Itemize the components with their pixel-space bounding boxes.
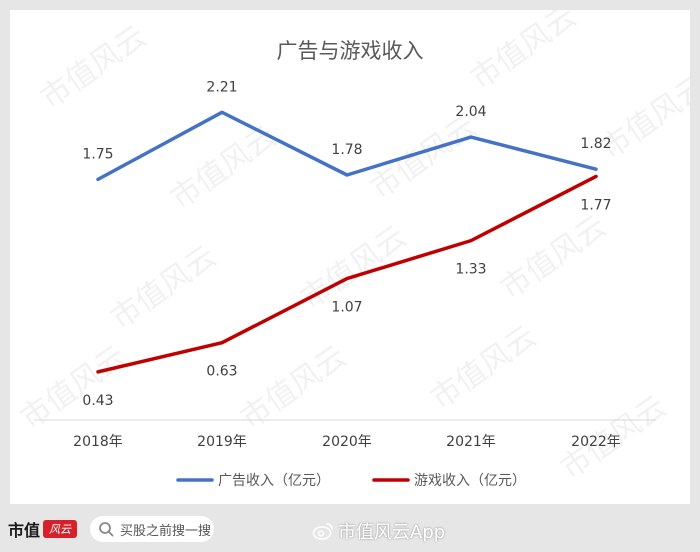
watermark-text: 市值风云 — [35, 19, 153, 116]
data-label: 1.77 — [580, 197, 611, 213]
series-layer: 1.75 2.21 1.78 2.04 1.82 0.43 0.63 1.07 1.33 1.77 — [82, 79, 611, 409]
brand-logo[interactable]: 市值 风云 — [8, 518, 78, 540]
watermark-text: 市值风云 — [495, 209, 613, 306]
x-tick-label: 2020年 — [322, 434, 372, 450]
legend: 广告收入（亿元） 游戏收入（亿元） — [176, 473, 526, 489]
watermark-text: 市值风云 — [15, 339, 133, 436]
legend-label: 广告收入（亿元） — [218, 473, 330, 489]
watermark-text: 市值风云 — [465, 10, 583, 97]
data-label: 2.21 — [206, 79, 237, 95]
data-label: 1.82 — [580, 136, 611, 152]
x-tick-label: 2022年 — [571, 434, 621, 450]
x-tick-label: 2018年 — [73, 434, 123, 450]
series-line-ad-revenue — [96, 110, 598, 182]
search-box[interactable]: 买股之前搜一搜 — [90, 516, 214, 542]
watermark-layer: 市值风云市值风云市值风云市值风云市值风云市值风云市值风云市值风云市值风云市值风云… — [15, 10, 690, 487]
search-icon — [99, 522, 114, 537]
watermark-text: 市值风云 — [105, 239, 223, 336]
x-tick-label: 2021年 — [446, 434, 496, 450]
chart: 市值风云市值风云市值风云市值风云市值风云市值风云市值风云市值风云市值风云市值风云… — [15, 10, 690, 489]
data-label: 1.78 — [331, 142, 362, 158]
legend-label: 游戏收入（亿元） — [414, 473, 526, 489]
search-text: 买股之前搜一搜 — [120, 523, 212, 539]
weibo-icon — [312, 523, 333, 540]
data-label: 0.43 — [82, 393, 113, 409]
app-label-text: 市值风云App — [338, 522, 446, 543]
chart-title: 广告与游戏收入 — [277, 39, 424, 63]
data-label: 0.63 — [206, 364, 237, 380]
data-label: 1.33 — [455, 262, 486, 278]
watermark-text: 市值风云 — [235, 339, 353, 436]
data-label: 1.75 — [82, 146, 113, 162]
watermark-text: 市值风云 — [425, 319, 543, 416]
series-line-game-revenue — [96, 174, 598, 374]
brand-mark: 风云 — [43, 520, 78, 538]
footer: 市值 风云 买股之前搜一搜 市值风云App — [0, 504, 700, 552]
data-label: 1.07 — [331, 300, 362, 316]
brand-text: 市值 — [8, 521, 41, 540]
data-label: 2.04 — [455, 104, 486, 120]
x-tick-label: 2019年 — [197, 434, 247, 450]
watermark-text: 市值风云 — [365, 109, 483, 206]
x-axis-ticks: 2018年 2019年 2020年 2021年 2022年 — [73, 434, 621, 450]
weibo-app-label[interactable]: 市值风云App — [312, 518, 445, 544]
chart-card: 市值风云 市值风云 市值风云 市值风云 市值风云 市值风云 市值风云 市值风云 市值风云 市值风云… — [10, 10, 690, 504]
